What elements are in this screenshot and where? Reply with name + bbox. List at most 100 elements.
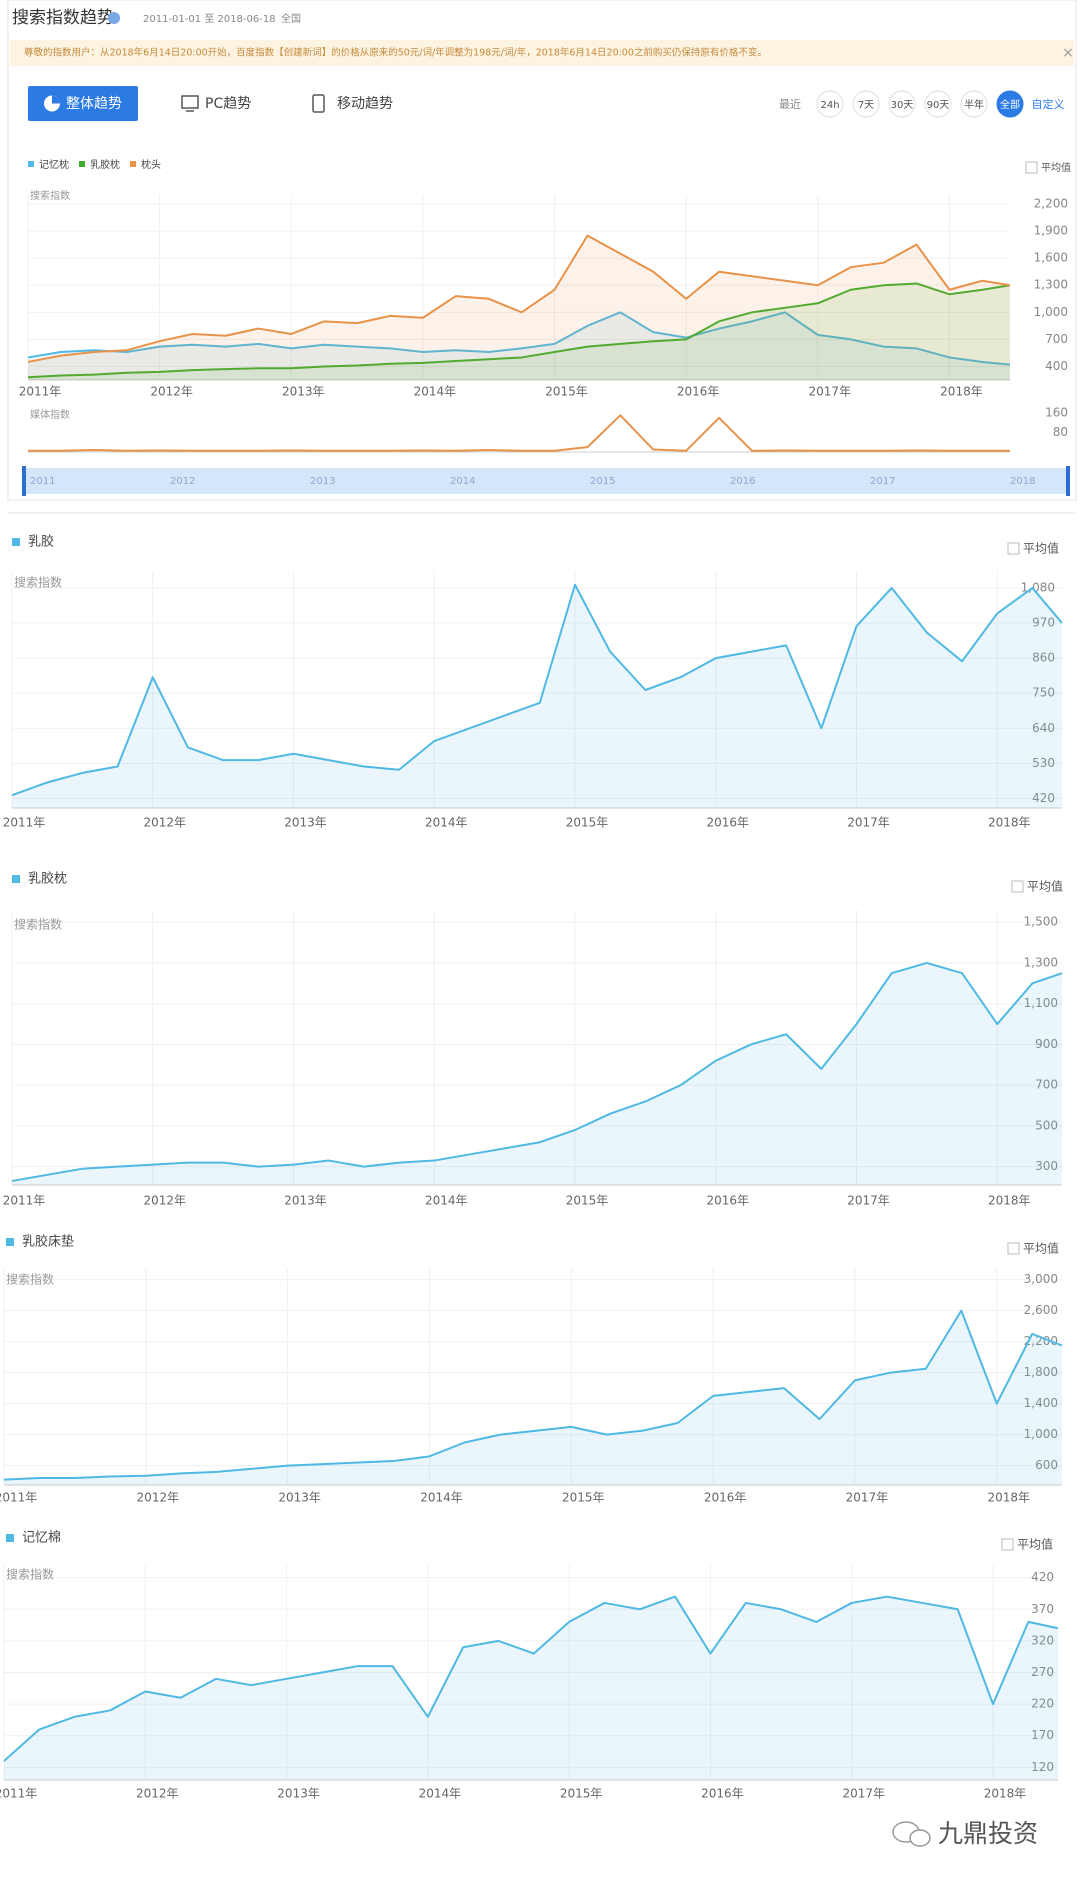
x-tick-label: 2013年	[284, 1194, 327, 1208]
y-tick-label: 1,800	[1024, 1365, 1058, 1379]
area	[28, 283, 1010, 380]
y-tick-label: 120	[1031, 1760, 1054, 1774]
x-tick-label: 2012年	[143, 1194, 186, 1208]
y-tick-label: 1,600	[1034, 251, 1068, 265]
series-line	[27, 311, 1011, 366]
x-tick-label: 2018年	[988, 1194, 1031, 1208]
navigator-label: 2012	[170, 476, 195, 487]
x-tick-label: 2012年	[137, 1491, 180, 1505]
x-tick-label: 2017年	[846, 1491, 889, 1505]
avg-label[interactable]: 平均值	[1017, 1537, 1053, 1552]
x-tick-label: 2016年	[706, 1194, 749, 1208]
x-tick-label: 2016年	[677, 385, 720, 399]
range-custom[interactable]: 自定义	[1032, 97, 1065, 111]
legend-label[interactable]: 乳胶	[28, 534, 54, 550]
y-tick-label: 220	[1031, 1697, 1054, 1711]
x-tick-label: 2018年	[984, 1787, 1027, 1801]
x-tick-label: 2012年	[136, 1787, 179, 1801]
range-option[interactable]: 全部	[1000, 98, 1020, 111]
y-tick-label: 700	[1045, 332, 1068, 346]
avg-checkbox[interactable]	[1011, 880, 1024, 893]
x-tick-label: 2018年	[988, 816, 1031, 830]
navigator-label: 2011	[30, 476, 55, 487]
tab-icon	[181, 95, 199, 109]
x-tick-label: 2015年	[562, 1491, 605, 1505]
legend-label[interactable]: 记忆枕	[39, 158, 69, 171]
y-tick-label: 3,000	[1024, 1272, 1058, 1286]
notice-close[interactable]: ×	[1062, 45, 1074, 61]
range-button[interactable]	[816, 90, 844, 118]
tab-label[interactable]: PC趋势	[205, 96, 251, 112]
y-tick-label: 170	[1031, 1728, 1054, 1742]
legend-label[interactable]: 乳胶枕	[28, 871, 67, 887]
navigator-handle[interactable]	[22, 466, 26, 496]
series-line	[27, 234, 1011, 363]
area	[12, 584, 1062, 808]
range-option[interactable]: 30天	[891, 100, 914, 111]
range-option[interactable]: 7天	[858, 100, 874, 111]
y-tick-label: 530	[1032, 756, 1055, 770]
y-tick-label: 1,100	[1024, 996, 1058, 1010]
avg-checkbox[interactable]	[1001, 1538, 1014, 1551]
y-tick-label: 1,300	[1034, 278, 1068, 292]
y-tick-label: 1,300	[1024, 955, 1058, 969]
tab-icon	[52, 95, 60, 104]
avg-checkbox[interactable]	[1007, 542, 1020, 555]
x-tick-label: 2011年	[3, 1194, 46, 1208]
area	[4, 1596, 1058, 1780]
y-tick-label: 80	[1053, 425, 1068, 439]
y-axis-label: 搜索指数	[6, 1272, 54, 1287]
range-button[interactable]	[996, 90, 1024, 118]
y-tick-label: 1,000	[1024, 1427, 1058, 1441]
region: 全国	[281, 12, 301, 25]
x-tick-label: 2013年	[282, 385, 325, 399]
avg-checkbox[interactable]	[1007, 1242, 1020, 1255]
area	[28, 312, 1010, 380]
series-line	[3, 1595, 1059, 1762]
range-button[interactable]	[924, 90, 952, 118]
x-tick-label: 2014年	[420, 1491, 463, 1505]
brand: 九鼎投资	[938, 1819, 1038, 1848]
area	[28, 235, 1010, 380]
range-option[interactable]: 24h	[820, 100, 839, 111]
range-button[interactable]	[960, 90, 988, 118]
navigator-handle[interactable]	[1066, 466, 1070, 496]
tab-label[interactable]: 移动趋势	[337, 96, 393, 112]
navigator-label: 2016	[730, 476, 755, 487]
avg-label[interactable]: 平均值	[1023, 1241, 1059, 1256]
y-tick-label: 600	[1035, 1458, 1058, 1472]
series-line	[11, 961, 1063, 1182]
tab-icon	[312, 94, 325, 113]
x-tick-label: 2013年	[277, 1787, 320, 1801]
x-tick-label: 2017年	[847, 816, 890, 830]
legend-label[interactable]: 记忆棉	[22, 1530, 61, 1546]
range-option[interactable]: 半年	[964, 98, 984, 111]
legend-label[interactable]: 枕头	[141, 158, 161, 171]
x-tick-label: 2013年	[284, 816, 327, 830]
legend-swatch	[12, 875, 20, 883]
range-button[interactable]	[888, 90, 916, 118]
y-tick-label: 300	[1035, 1159, 1058, 1173]
avg-label[interactable]: 平均值	[1027, 879, 1063, 894]
avg-label[interactable]: 平均值	[1041, 161, 1071, 174]
y-tick-label: 160	[1045, 405, 1068, 419]
help-icon[interactable]	[108, 12, 120, 24]
avg-checkbox[interactable]	[1025, 161, 1038, 174]
avg-label[interactable]: 平均值	[1023, 541, 1059, 556]
tab-label[interactable]: 整体趋势	[66, 96, 122, 112]
y-tick-label: 1,500	[1024, 915, 1058, 929]
range-button[interactable]	[852, 90, 880, 118]
y-tick-label: 500	[1035, 1118, 1058, 1132]
legend-label[interactable]: 乳胶枕	[90, 158, 120, 171]
x-tick-label: 2012年	[143, 816, 186, 830]
y-tick-label: 320	[1031, 1633, 1054, 1647]
tab-active[interactable]	[28, 86, 138, 121]
x-tick-label: 2014年	[419, 1787, 462, 1801]
legend-label[interactable]: 乳胶床垫	[22, 1234, 74, 1250]
y-tick-label: 700	[1035, 1078, 1058, 1092]
navigator[interactable]	[25, 468, 1070, 494]
range-option[interactable]: 90天	[927, 100, 950, 111]
navigator-label: 2013	[310, 476, 335, 487]
page-title: 搜索指数趋势	[12, 8, 114, 28]
